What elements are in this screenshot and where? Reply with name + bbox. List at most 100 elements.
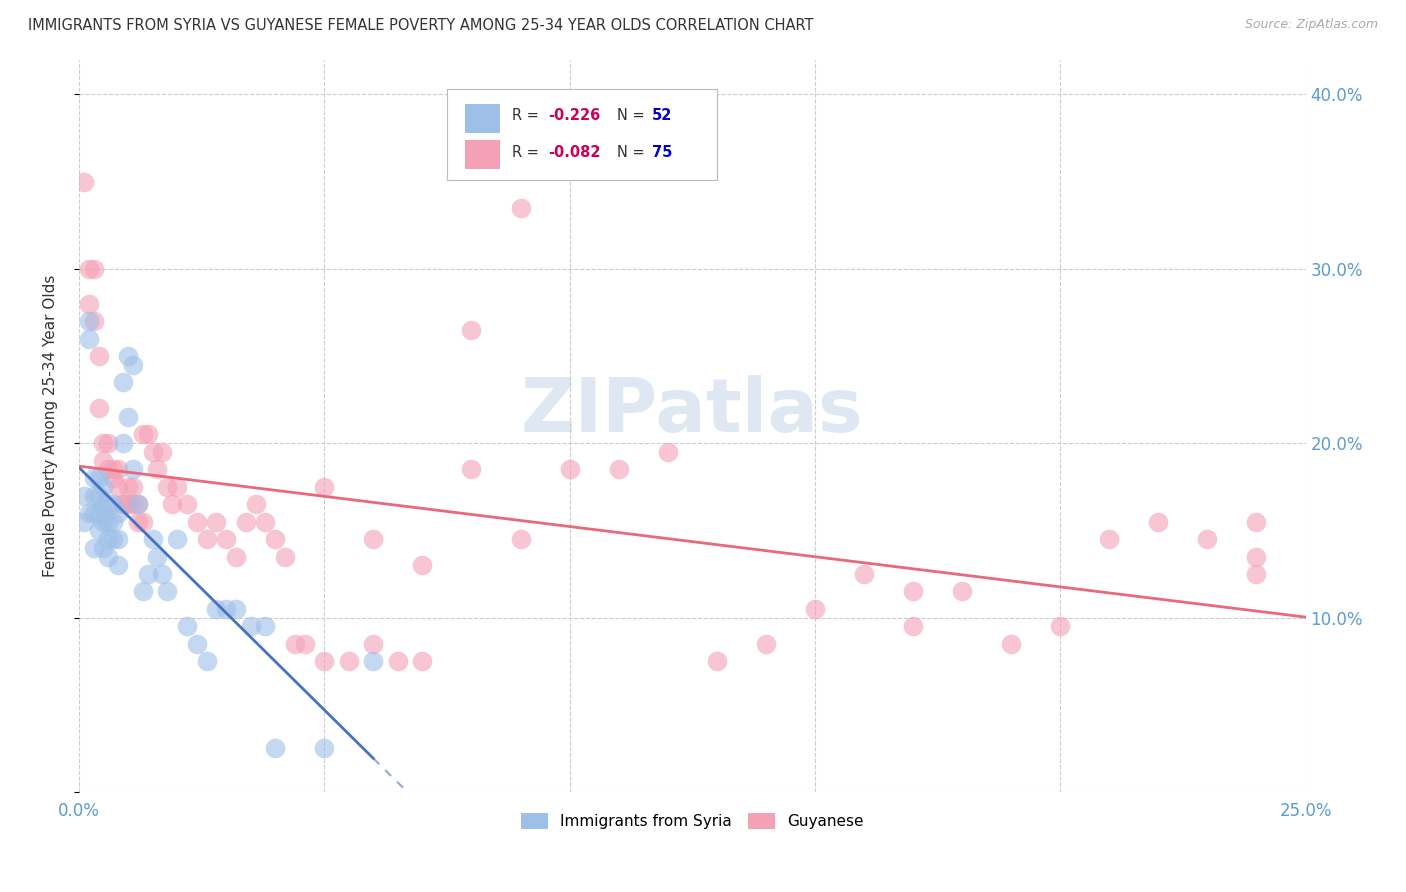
Point (83, 506, 105, 520)
Point (160, 497, 183, 511)
Point (509, 532, 531, 546)
Point (314, 741, 336, 756)
Point (1246, 566, 1268, 581)
Point (264, 532, 287, 546)
Point (1000, 637, 1022, 651)
Point (901, 584, 924, 599)
Point (93, 436, 115, 450)
Point (103, 462, 125, 476)
Point (97, 532, 120, 546)
Point (77, 314, 100, 328)
Point (107, 558, 129, 573)
Point (363, 532, 385, 546)
Point (103, 515, 125, 529)
Point (112, 436, 135, 450)
Point (87, 506, 110, 520)
Point (186, 515, 208, 529)
Point (150, 445, 173, 459)
Point (97, 497, 120, 511)
Point (215, 532, 238, 546)
Point (337, 654, 360, 668)
Point (132, 584, 155, 599)
Point (950, 584, 973, 599)
Text: ZIPatlas: ZIPatlas (522, 375, 863, 448)
Point (132, 427, 155, 442)
Point (127, 497, 149, 511)
Point (225, 549, 247, 564)
Point (195, 532, 218, 546)
Text: 52: 52 (652, 109, 672, 123)
Point (93, 541, 115, 555)
Point (146, 549, 169, 564)
Point (205, 515, 228, 529)
Text: -0.082: -0.082 (548, 145, 602, 160)
Text: R =: R = (512, 109, 544, 123)
Text: -0.226: -0.226 (548, 109, 600, 123)
Point (146, 462, 169, 476)
Point (235, 515, 257, 529)
Y-axis label: Female Poverty Among 25-34 Year Olds: Female Poverty Among 25-34 Year Olds (44, 275, 58, 577)
Point (117, 497, 139, 511)
Point (83, 541, 105, 555)
Point (245, 497, 267, 511)
Point (93, 515, 115, 529)
Point (122, 480, 145, 494)
Point (122, 358, 145, 372)
Point (1246, 549, 1268, 564)
Point (558, 462, 581, 476)
Point (97, 549, 120, 564)
Point (1246, 515, 1268, 529)
Point (254, 515, 277, 529)
Point (117, 349, 139, 363)
Text: Source: ZipAtlas.com: Source: ZipAtlas.com (1244, 18, 1378, 31)
Point (755, 637, 778, 651)
Point (150, 566, 173, 581)
Point (77, 261, 100, 276)
Text: 75: 75 (652, 145, 672, 160)
Point (112, 375, 135, 389)
Point (141, 532, 163, 546)
Point (112, 497, 135, 511)
Point (363, 654, 385, 668)
Point (93, 480, 115, 494)
Point (141, 445, 163, 459)
Point (97, 436, 120, 450)
Point (195, 654, 218, 668)
Text: N =: N = (617, 109, 650, 123)
Text: N =: N = (617, 145, 650, 160)
Point (73, 175, 96, 189)
Point (607, 462, 630, 476)
Point (225, 602, 247, 616)
Bar (465, 140, 499, 169)
Point (77, 506, 100, 520)
Point (215, 602, 238, 616)
Point (73, 489, 96, 503)
Point (117, 480, 139, 494)
Point (136, 566, 159, 581)
Point (1197, 532, 1219, 546)
Point (97, 515, 120, 529)
Point (657, 445, 679, 459)
Point (83, 261, 105, 276)
Point (87, 524, 110, 538)
Point (852, 566, 875, 581)
Point (156, 584, 179, 599)
Point (166, 480, 188, 494)
Point (205, 602, 228, 616)
Point (122, 497, 145, 511)
Point (83, 489, 105, 503)
Point (274, 549, 297, 564)
Point (103, 532, 125, 546)
Point (117, 410, 139, 425)
Point (103, 471, 125, 485)
Point (77, 296, 100, 310)
Point (93, 497, 115, 511)
Point (411, 654, 433, 668)
Point (460, 323, 482, 337)
Text: IMMIGRANTS FROM SYRIA VS GUYANESE FEMALE POVERTY AMONG 25-34 YEAR OLDS CORRELATI: IMMIGRANTS FROM SYRIA VS GUYANESE FEMALE… (28, 18, 814, 33)
Point (107, 532, 129, 546)
Point (264, 741, 287, 756)
Point (1049, 619, 1071, 633)
Point (1098, 532, 1121, 546)
Point (176, 619, 198, 633)
